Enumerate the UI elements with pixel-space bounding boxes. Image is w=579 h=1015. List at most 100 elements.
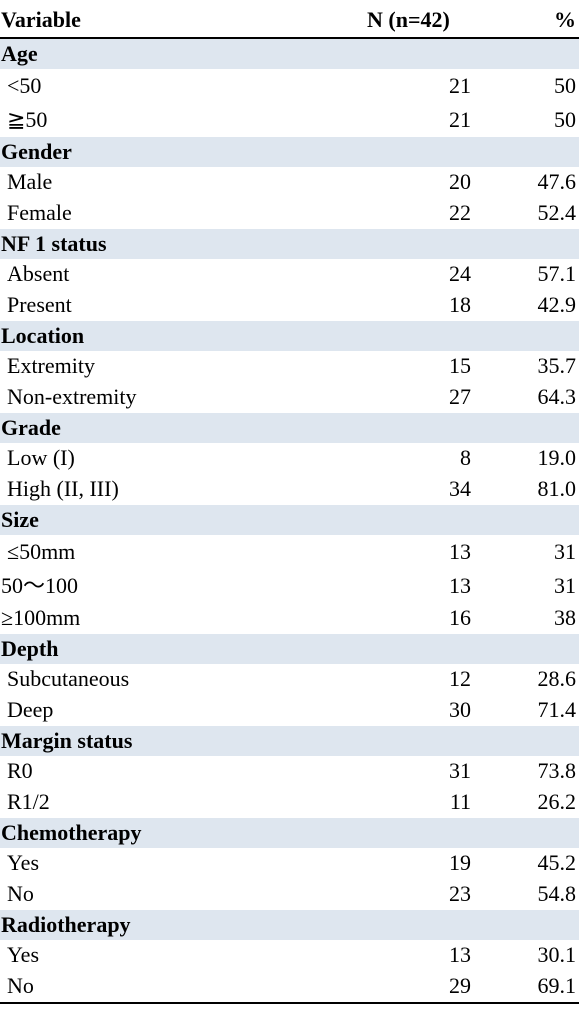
table-row: Absent 24 57.1 xyxy=(0,259,579,290)
table-section: Depth Subcutaneous 12 28.6 Deep 30 71.4 xyxy=(0,634,579,726)
table-section: Chemotherapy Yes 19 45.2 No 23 54.8 xyxy=(0,818,579,910)
table-row: Subcutaneous 12 28.6 xyxy=(0,664,579,695)
row-label: Yes xyxy=(7,850,40,875)
section-title: Radiotherapy xyxy=(0,910,579,940)
table-section: Location Extremity 15 35.7 Non-extremity 27 64… xyxy=(0,321,579,413)
section-title-text: Gender xyxy=(1,139,72,164)
table-row: Yes 13 30.1 xyxy=(0,940,579,971)
row-percent-value: 81.0 xyxy=(537,476,577,501)
row-n-value: 29 xyxy=(449,973,471,998)
section-title-text: Depth xyxy=(1,636,59,661)
row-percent-value: 35.7 xyxy=(537,353,577,378)
row-percent-value: 52.4 xyxy=(537,200,577,225)
section-title-text: Location xyxy=(1,323,85,348)
table-row: Yes 19 45.2 xyxy=(0,848,579,879)
row-label: High (II, III) xyxy=(7,476,119,501)
row-percent-value: 26.2 xyxy=(537,789,577,814)
row-percent-value: 50 xyxy=(554,73,576,98)
row-percent-value: 50 xyxy=(554,107,576,132)
row-n-value: 20 xyxy=(449,169,471,194)
section-title: Location xyxy=(0,321,579,351)
row-percent-value: 45.2 xyxy=(537,850,577,875)
row-label: ≤50mm xyxy=(7,539,76,564)
row-label: Female xyxy=(7,200,72,225)
table-row: Female 22 52.4 xyxy=(0,198,579,229)
row-n-value: 34 xyxy=(449,476,471,501)
section-title: Chemotherapy xyxy=(0,818,579,848)
row-n-value: 22 xyxy=(449,200,471,225)
row-n-value: 30 xyxy=(449,697,471,722)
table-row: Deep 30 71.4 xyxy=(0,695,579,726)
section-title-text: Grade xyxy=(1,415,61,440)
row-n-value: 13 xyxy=(449,539,471,564)
row-percent-value: 54.8 xyxy=(537,881,577,906)
table-row: High (II, III) 34 81.0 xyxy=(0,474,579,505)
row-n-value: 15 xyxy=(449,353,471,378)
section-title: Grade xyxy=(0,413,579,443)
table-row: 50～100 13 31 xyxy=(0,569,579,603)
row-n-value: 13 xyxy=(449,573,471,598)
row-n-value: 18 xyxy=(449,292,471,317)
row-n-value: 12 xyxy=(449,666,471,691)
table-row: No 23 54.8 xyxy=(0,879,579,910)
table-row: <50 21 50 xyxy=(0,69,579,103)
row-percent-value: 42.9 xyxy=(537,292,577,317)
row-label: Absent xyxy=(7,261,70,286)
table-row: Non-extremity 27 64.3 xyxy=(0,382,579,413)
table-section: NF 1 status Absent 24 57.1 Present 18 42.9 xyxy=(0,229,579,321)
row-label: Subcutaneous xyxy=(7,666,130,691)
row-percent-value: 64.3 xyxy=(537,384,577,409)
row-label: 50～100 xyxy=(1,573,79,598)
section-title: Margin status xyxy=(0,726,579,756)
section-title: Size xyxy=(0,505,579,535)
section-title-text: Margin status xyxy=(1,728,133,753)
row-n-value: 8 xyxy=(460,445,471,470)
table-header: Variable N (n=42) % xyxy=(0,0,579,39)
row-n-value: 13 xyxy=(449,942,471,967)
table-section: Age <50 21 50 ≧50 21 50 xyxy=(0,39,579,137)
table-section: Radiotherapy Yes 13 30.1 No 29 69.1 xyxy=(0,910,579,1002)
row-n-value: 27 xyxy=(449,384,471,409)
row-n-value: 16 xyxy=(449,605,471,630)
row-n-value: 24 xyxy=(449,261,471,286)
table-row: No 29 69.1 xyxy=(0,971,579,1002)
bottom-rule xyxy=(0,1002,579,1004)
table-row: R1/2 11 26.2 xyxy=(0,787,579,818)
row-n-value: 23 xyxy=(449,881,471,906)
section-title-text: Radiotherapy xyxy=(1,912,131,937)
table-section: Margin status R0 31 73.8 R1/2 11 26.2 xyxy=(0,726,579,818)
row-label: No xyxy=(7,973,34,998)
row-n-value: 21 xyxy=(449,107,471,132)
row-n-value: 21 xyxy=(449,73,471,98)
row-label: Deep xyxy=(7,697,54,722)
table-section: Size ≤50mm 13 31 50～100 13 31 ≥100mm 16 38 xyxy=(0,505,579,634)
row-label: Male xyxy=(7,169,53,194)
header-n: N (n=42) xyxy=(367,7,450,32)
row-label: R0 xyxy=(7,758,33,783)
row-label: ≥100mm xyxy=(1,605,81,630)
row-percent-value: 31 xyxy=(554,573,576,598)
table-section: Grade Low (I) 8 19.0 High (II, III) 34 81.0 xyxy=(0,413,579,505)
row-percent-value: 47.6 xyxy=(537,169,577,194)
table-row: Low (I) 8 19.0 xyxy=(0,443,579,474)
row-percent-value: 30.1 xyxy=(537,942,577,967)
row-n-value: 31 xyxy=(449,758,471,783)
section-title-text: Chemotherapy xyxy=(1,820,142,845)
row-label: Present xyxy=(7,292,72,317)
table-body: Age <50 21 50 ≧50 21 50 Gender Male 20 47.6 Female 2… xyxy=(0,39,579,1002)
table-row: ≧50 21 50 xyxy=(0,103,579,137)
table-row: ≤50mm 13 31 xyxy=(0,535,579,569)
row-label: Low (I) xyxy=(7,445,75,470)
table-section: Gender Male 20 47.6 Female 22 52.4 xyxy=(0,137,579,229)
header-variable: Variable xyxy=(1,7,81,32)
table-row: Male 20 47.6 xyxy=(0,167,579,198)
row-label: ≧50 xyxy=(7,107,48,132)
row-label: Yes xyxy=(7,942,40,967)
row-percent-value: 57.1 xyxy=(537,261,577,286)
table-row: ≥100mm 16 38 xyxy=(0,603,579,634)
section-title: NF 1 status xyxy=(0,229,579,259)
row-n-value: 11 xyxy=(449,789,471,814)
row-percent-value: 19.0 xyxy=(537,445,577,470)
row-label: Extremity xyxy=(7,353,95,378)
section-title: Age xyxy=(0,39,579,69)
